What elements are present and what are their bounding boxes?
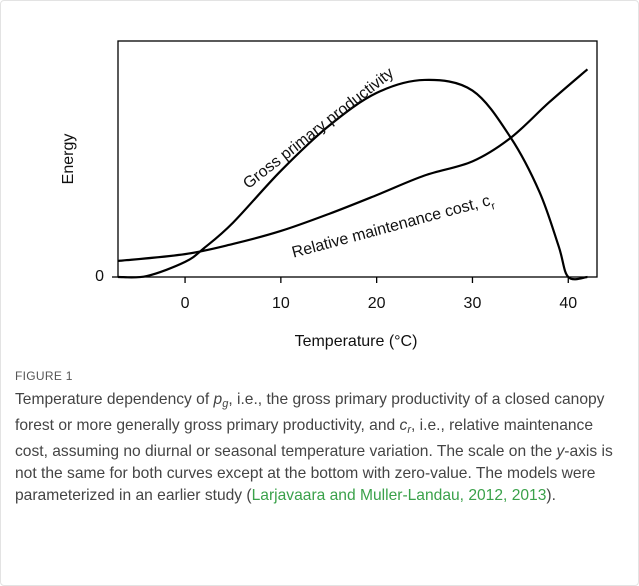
caption-segment: -axis is not the same for both curves ex… [15,443,613,504]
curve-label: Gross primary productivity [240,65,397,193]
curve-label-part: Gross primary productivity [240,65,397,193]
caption-segment: , i.e., relative maintenance cost, assum… [15,417,594,460]
y-tick-label: 0 [95,268,104,285]
x-tick-label: 30 [464,295,482,312]
x-axis-label: Temperature (°C) [295,333,418,350]
series-line [117,78,588,281]
curve-label: Relative maintenance cost, cr [290,191,497,265]
caption: FIGURE 1 Temperature dependency of pg , i… [15,369,630,507]
curve-label-part: Relative maintenance cost, c [290,193,492,262]
series-line [117,68,589,263]
caption-segment[interactable]: Larjavaara and Muller-Landau, 2012, 2013 [251,487,547,504]
x-tick-label: 0 [181,295,190,312]
x-tick-label: 10 [272,295,290,312]
caption-segment: ). [546,487,556,504]
caption-segment: g [222,398,229,410]
curve-label-part: r [490,200,497,213]
caption-heading: FIGURE 1 [15,369,73,383]
x-tick-label: 40 [559,295,577,312]
plot-frame [117,40,598,278]
caption-segment: y [556,443,565,460]
caption-segment: r [407,424,411,436]
caption-segment: p [213,391,223,408]
caption-segment: Temperature dependency of [15,391,214,408]
caption-segment: c [399,417,408,434]
chart: Temperature (°C) Energy 0 10 20 30 40 0 Gross … [60,40,598,350]
caption-text: Temperature dependency of pg, i.e., the … [15,389,630,507]
caption-segment: , i.e., the gross primary productivity o… [15,391,605,434]
y-axis-label: Energy [60,134,77,185]
x-tick-label: 20 [368,295,386,312]
